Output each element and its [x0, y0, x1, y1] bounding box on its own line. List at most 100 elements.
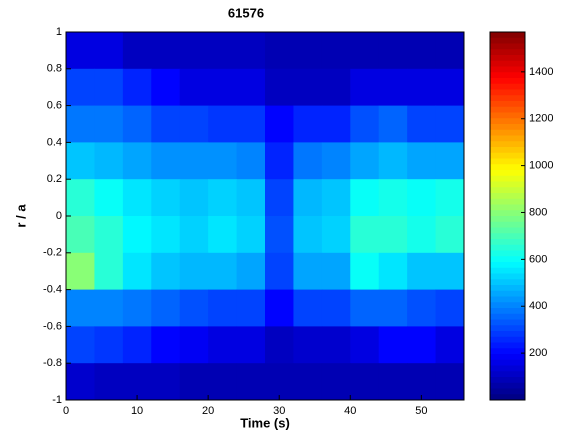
contour-cell [321, 142, 351, 180]
colorbar-swatch [490, 313, 525, 320]
contour-cell [321, 326, 351, 364]
y-tick-label: -0.4 [43, 284, 62, 296]
contour-cell [321, 68, 351, 107]
colorbar-swatch [490, 129, 525, 136]
colorbar-swatch [490, 181, 525, 188]
contour-cell [321, 216, 351, 254]
contour-cell [208, 105, 238, 143]
colorbar-swatch [490, 210, 525, 217]
contour-cell [435, 363, 465, 401]
contour-cell [66, 68, 95, 107]
colorbar-tick-label: 1200 [529, 113, 553, 125]
contour-cell [122, 105, 152, 143]
contour-cell [94, 216, 124, 254]
contour-cell [407, 363, 437, 401]
y-tick-label: 0.4 [47, 136, 62, 148]
contour-cell [66, 105, 95, 143]
x-tick-label: 40 [344, 405, 356, 417]
y-tick-label: 1 [56, 26, 62, 38]
colorbar-swatch [490, 32, 525, 39]
colorbar-swatch [490, 164, 525, 171]
colorbar-swatch [490, 49, 525, 56]
contour-cell [66, 179, 95, 217]
colorbar-swatch [490, 95, 525, 102]
contour-cell [350, 105, 380, 143]
contour-cell [179, 179, 209, 217]
contour-cell [94, 105, 124, 143]
contour-cell [435, 68, 465, 107]
contour-cell [435, 32, 465, 70]
contour-cell [265, 363, 294, 401]
contour-cell [236, 105, 266, 143]
contour-cell [378, 105, 408, 143]
contour-cell [435, 252, 465, 291]
colorbar-swatch [490, 60, 525, 67]
contour-cell [350, 252, 380, 291]
colorbar-swatch [490, 152, 525, 159]
colorbar-swatch [490, 106, 525, 113]
contour-cell [66, 252, 95, 291]
contour-cell [122, 142, 152, 180]
colorbar-swatch [490, 193, 525, 200]
contour-cell [236, 363, 266, 401]
contour-cell [122, 179, 152, 217]
colorbar-swatch [490, 187, 525, 194]
contour-cell [407, 252, 437, 291]
contour-cell [293, 289, 323, 327]
contour-cell [350, 142, 380, 180]
contour-cell [94, 252, 124, 291]
contour-cell [179, 289, 209, 327]
contour-cell [94, 326, 124, 364]
x-tick-label: 0 [63, 405, 69, 417]
contour-cell [293, 32, 323, 70]
y-tick-label: 0.8 [47, 63, 62, 75]
y-tick-label: 0.2 [47, 173, 62, 185]
colorbar-swatch [490, 377, 525, 384]
colorbar-swatch [490, 348, 525, 355]
contour-cell [236, 179, 266, 217]
colorbar-swatch [490, 118, 525, 125]
contour-cell [378, 289, 408, 327]
contour-cell [208, 216, 238, 254]
contour-cell [208, 179, 238, 217]
colorbar-swatch [490, 354, 525, 361]
contour-cell [208, 363, 238, 401]
colorbar-swatch [490, 256, 525, 263]
contour-cell [293, 179, 323, 217]
colorbar-swatch [490, 43, 525, 50]
y-tick-label: 0.6 [47, 100, 62, 112]
contour-cell [151, 142, 181, 180]
contour-cell [94, 32, 124, 70]
colorbar-swatch [490, 170, 525, 177]
colorbar-swatch [490, 124, 525, 131]
colorbar-tick-label: 1400 [529, 66, 553, 78]
colorbar-tick-label: 400 [529, 300, 547, 312]
colorbar-swatch [490, 336, 525, 343]
contour-cell [293, 252, 323, 291]
colorbar-swatch [490, 319, 525, 326]
contour-cell [179, 216, 209, 254]
colorbar-swatch [490, 198, 525, 205]
contour-cell [435, 179, 465, 217]
contour-cell [208, 289, 238, 327]
contour-cell [208, 142, 238, 180]
contour-cell [293, 216, 323, 254]
contour-cell [435, 216, 465, 254]
contour-cell [265, 32, 294, 70]
colorbar-swatch [490, 175, 525, 182]
colorbar-swatch [490, 388, 525, 395]
colorbar-swatch [490, 267, 525, 274]
contour-cell [151, 289, 181, 327]
contour-cell [179, 363, 209, 401]
contour-cell [94, 363, 124, 401]
contour-cell [122, 326, 152, 364]
colorbar-swatch [490, 37, 525, 44]
contour-cell [122, 363, 152, 401]
contour-cell [66, 32, 95, 70]
x-tick-label: 50 [415, 405, 427, 417]
colorbar-swatch [490, 296, 525, 303]
x-tick-label: 20 [202, 405, 214, 417]
contour-cell [236, 142, 266, 180]
colorbar-frame [489, 31, 526, 401]
contour-cell [265, 179, 294, 217]
